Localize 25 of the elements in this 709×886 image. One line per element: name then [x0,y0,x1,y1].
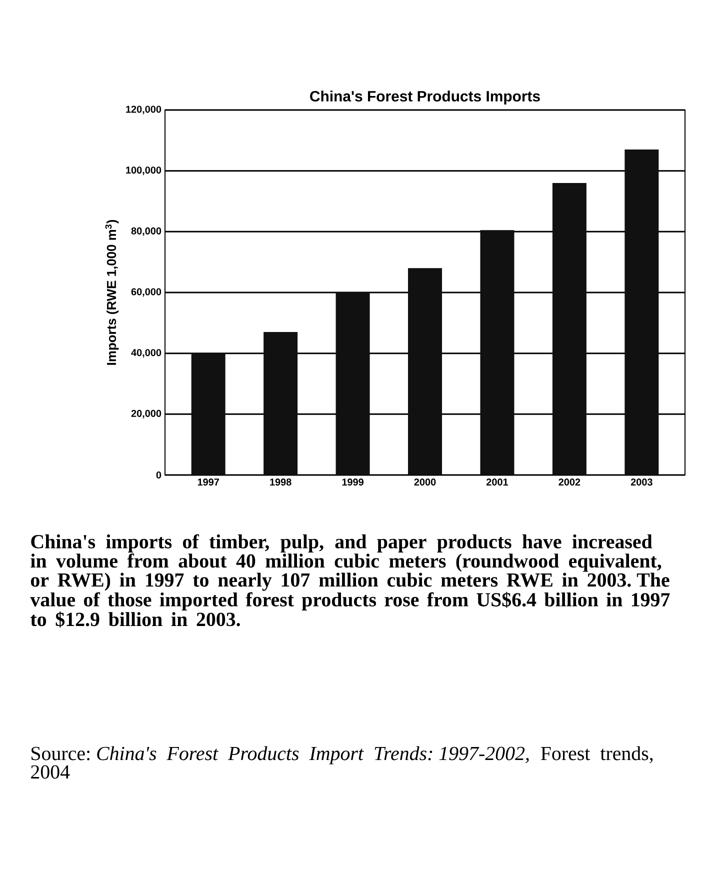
x-tick-label: 2002 [558,478,580,486]
chart-title: China's Forest Products Imports [310,90,540,104]
text: China's imports of timber, pulp, and paper products have increased in volume from about 40 million cubic meters (roundwood equivalent, or RWE) in 1997 to nearly 107 million cubic meters RWE in 2003. The value of those imported forest products rose from US$6.4 billion in 1997 to $12.9 billion in 2003. [30,534,670,628]
x-tick-label: 2001 [486,478,508,486]
x-tick-label: 1997 [198,478,219,486]
y-tick-label: 80,000 [131,227,162,236]
bar [336,292,370,475]
text: Source: China's Forest Products Import Trends: 1997-2002, Forest trends, 2004 [31,746,653,779]
bar [408,268,442,475]
x-tick-label: 1999 [342,478,364,486]
y-tick-label: 20,000 [131,410,162,418]
bar [264,332,298,475]
x-tick-label: 1998 [270,478,292,486]
y-tick-label: 0 [156,471,162,479]
bar [552,182,586,475]
x-tick-label: 2000 [414,478,436,486]
y-tick-label: 60,000 [131,288,162,297]
x-tick-label: 2003 [630,478,652,486]
y-axis-title: Imports (RWE 1,000 m$^{3}$) [105,220,119,365]
y-tick-label: 100,000 [126,166,162,176]
bar [191,353,226,475]
y-tick-label: 120,000 [126,106,162,114]
bar [480,230,514,475]
bar [624,150,659,475]
y-tick-label: 40,000 [131,349,162,358]
